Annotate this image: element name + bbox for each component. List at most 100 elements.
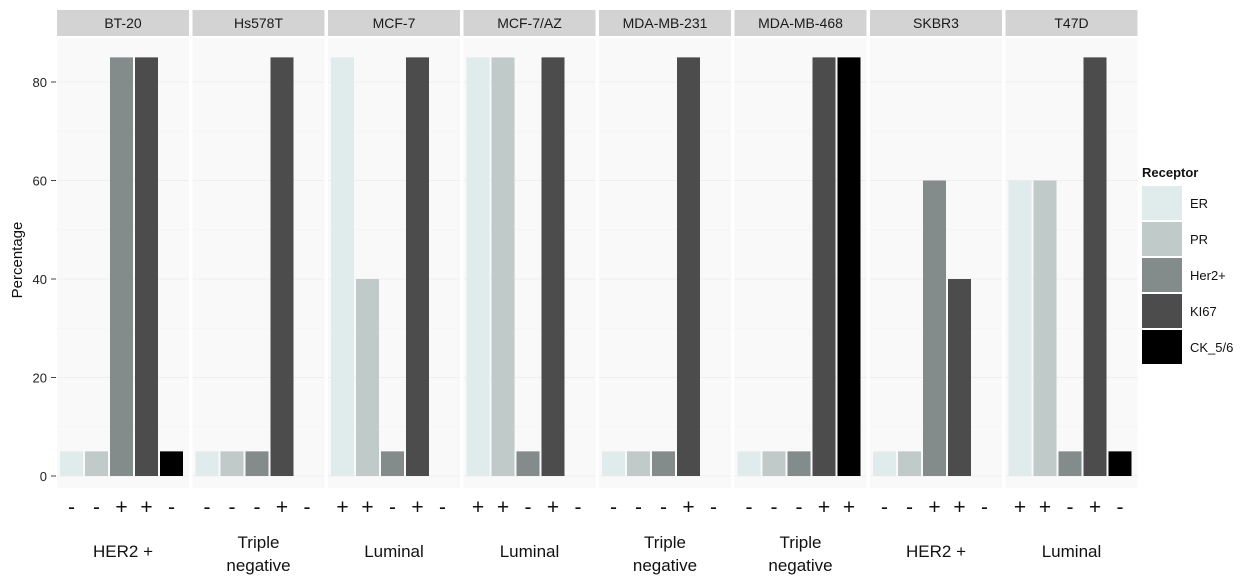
- sign-label: +: [953, 496, 965, 519]
- bar: [1033, 180, 1057, 476]
- strip-background: [599, 10, 731, 36]
- sign-label: +: [361, 496, 373, 519]
- sign-label: +: [336, 496, 348, 519]
- bar: [245, 451, 269, 476]
- bar: [837, 57, 861, 476]
- sign-label: +: [140, 496, 152, 519]
- sign-label: +: [547, 496, 559, 519]
- sign-label: +: [276, 496, 288, 519]
- panel: MCF-7/AZ+ + - + -Luminal: [463, 10, 596, 561]
- strip-background: [1005, 10, 1138, 36]
- sign-label: +: [411, 496, 423, 519]
- group-label: negative: [226, 556, 290, 575]
- panel: BT-20- - + + -HER2 +: [57, 10, 189, 561]
- strip-label: MDA-MB-468: [758, 15, 843, 31]
- sign-label: -: [660, 496, 667, 519]
- sign-label: -: [771, 496, 778, 519]
- legend-label: ER: [1190, 196, 1208, 211]
- bar: [948, 279, 971, 476]
- bar: [516, 451, 540, 476]
- group-label: HER2 +: [93, 542, 153, 561]
- strip-background: [57, 10, 189, 36]
- sign-label: -: [204, 496, 211, 519]
- strip-label: MDA-MB-231: [623, 15, 708, 31]
- legend-label: CK_5/6: [1190, 340, 1233, 355]
- group-label: negative: [768, 556, 832, 575]
- sign-label: -: [610, 496, 617, 519]
- sign-label: +: [115, 496, 127, 519]
- bar: [812, 57, 836, 476]
- sign-label: +: [472, 496, 484, 519]
- y-axis-title: Percentage: [9, 222, 26, 299]
- bar: [627, 451, 650, 476]
- sign-label: -: [635, 496, 642, 519]
- panel: SKBR3- - + + -HER2 +: [870, 10, 1002, 561]
- legend-title: Receptor: [1142, 165, 1198, 180]
- bar: [466, 57, 490, 476]
- y-tick-label: 40: [33, 272, 47, 287]
- strip-background: [328, 10, 460, 36]
- sign-label: -: [1117, 496, 1124, 519]
- y-tick-label: 20: [33, 371, 47, 386]
- bar: [1083, 57, 1107, 476]
- group-label: HER2 +: [906, 542, 966, 561]
- legend-key: [1142, 186, 1182, 220]
- y-axis: 0 20 40 60 80: [33, 75, 56, 484]
- group-label: Triple: [780, 533, 822, 552]
- sign-label: +: [1089, 496, 1101, 519]
- legend-label: PR: [1190, 232, 1208, 247]
- bar: [923, 180, 946, 476]
- bar: [652, 451, 675, 476]
- bar: [85, 451, 108, 476]
- sign-label: -: [254, 496, 261, 519]
- panels: BT-20- - + + -HER2 +Hs578T- - - + -Triplenegativ…: [57, 10, 1138, 575]
- bar: [541, 57, 565, 476]
- bar: [602, 451, 625, 476]
- y-tick-label: 60: [33, 174, 47, 189]
- bar: [406, 57, 429, 476]
- legend-label: Her2+: [1190, 268, 1226, 283]
- bar: [1058, 451, 1082, 476]
- sign-label: -: [168, 496, 175, 519]
- sign-label: -: [575, 496, 582, 519]
- strip-label: BT-20: [104, 15, 142, 31]
- sign-label: -: [906, 496, 913, 519]
- group-label: Triple: [644, 533, 686, 552]
- strip-label: SKBR3: [913, 15, 959, 31]
- sign-label: -: [439, 496, 446, 519]
- legend: Receptor ER PR Her2+ KI67 CK_5/6: [1142, 165, 1233, 364]
- sign-label: -: [881, 496, 888, 519]
- group-label: Triple: [238, 533, 280, 552]
- bar: [737, 451, 761, 476]
- legend-key: [1142, 258, 1182, 292]
- bar: [873, 451, 896, 476]
- bar: [160, 451, 183, 476]
- group-label: negative: [633, 556, 697, 575]
- bar: [1008, 180, 1032, 476]
- sign-label: -: [796, 496, 803, 519]
- sign-label: +: [818, 496, 830, 519]
- bar: [677, 57, 700, 476]
- strip-label: T47D: [1054, 15, 1088, 31]
- sign-label: -: [229, 496, 236, 519]
- legend-label: KI67: [1190, 304, 1217, 319]
- bar: [381, 451, 404, 476]
- sign-label: -: [93, 496, 100, 519]
- bar: [331, 57, 354, 476]
- sign-label: +: [843, 496, 855, 519]
- strip-background: [192, 10, 325, 36]
- y-tick-label: 80: [33, 75, 47, 90]
- legend-key: [1142, 222, 1182, 256]
- bar: [491, 57, 515, 476]
- bar: [195, 451, 219, 476]
- bar: [270, 57, 294, 476]
- sign-label: -: [710, 496, 717, 519]
- bar: [898, 451, 921, 476]
- sign-label: -: [525, 496, 532, 519]
- group-label: Luminal: [364, 542, 424, 561]
- bar: [762, 451, 786, 476]
- strip-label: MCF-7: [373, 15, 416, 31]
